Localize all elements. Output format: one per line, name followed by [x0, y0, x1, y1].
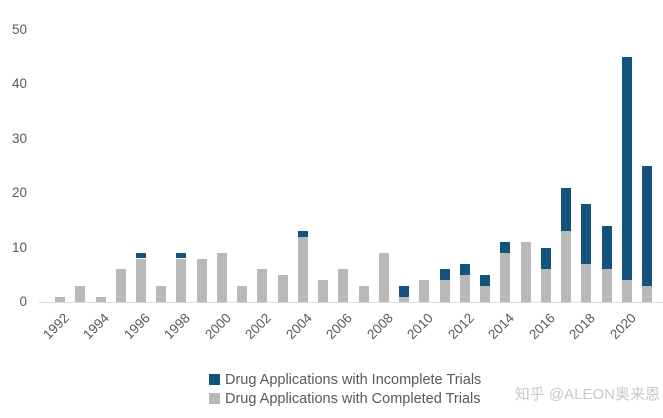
bar-segment-completed-2012 [459, 274, 470, 302]
bar-segment-completed-1996 [136, 258, 146, 302]
x-tick-label: 2018 [566, 310, 599, 343]
legend-label-incomplete: Drug Applications with Incomplete Trials [225, 371, 482, 388]
bar-segment-incomplete-2018 [581, 204, 592, 264]
bar-segment-completed-2018 [581, 263, 592, 302]
x-tick-label: 1998 [161, 310, 194, 343]
bar-segment-completed-2011 [439, 280, 450, 302]
bar-segment-completed-2001 [237, 285, 248, 302]
incomplete-trials-swatch-icon [209, 374, 220, 385]
bar-segment-incomplete-2019 [601, 225, 612, 270]
bar-segment-completed-2019 [601, 269, 612, 302]
x-axis-line [39, 302, 663, 303]
bar-segment-incomplete-2004 [297, 231, 308, 237]
bar-segment-completed-2021 [642, 285, 652, 302]
x-tick-label: 2002 [242, 310, 275, 343]
bar-segment-completed-2003 [277, 274, 288, 302]
bar-segment-incomplete-2021 [642, 166, 652, 286]
y-tick-label: 50 [11, 22, 27, 37]
bar-segment-incomplete-2009 [399, 285, 410, 297]
x-tick-label: 1992 [40, 310, 72, 343]
bar-segment-completed-2010 [419, 280, 430, 302]
bar-segment-incomplete-2017 [561, 187, 571, 232]
bar-segment-completed-2020 [621, 280, 632, 302]
x-tick-label: 2014 [485, 310, 518, 343]
bar-segment-completed-2005 [318, 280, 329, 302]
bar-segment-completed-2007 [358, 285, 369, 302]
x-tick-label: 2000 [201, 310, 234, 343]
x-tick-label: 1994 [80, 310, 113, 343]
bar-segment-incomplete-2014 [500, 242, 511, 254]
bar-segment-incomplete-1998 [176, 253, 187, 259]
bar-segment-incomplete-1996 [136, 253, 146, 259]
bar-segment-incomplete-2016 [540, 247, 551, 270]
bar-segment-completed-1999 [196, 258, 207, 302]
bar-segment-completed-1995 [115, 269, 126, 302]
bar-segment-completed-2004 [297, 236, 308, 302]
watermark: 知乎 @ALEON奥来恩 [514, 386, 660, 403]
legend: Drug Applications with Incomplete Trials… [209, 370, 481, 408]
bar-segment-completed-2015 [520, 242, 531, 302]
y-tick-label: 0 [19, 294, 27, 309]
legend-label-completed: Drug Applications with Completed Trials [225, 390, 481, 407]
bar-segment-completed-1994 [95, 296, 106, 302]
x-tick-label: 2004 [282, 310, 315, 343]
bar-segment-completed-2013 [480, 285, 490, 302]
bar-segment-completed-2017 [561, 231, 571, 302]
x-tick-label: 2008 [363, 310, 396, 343]
bar-segment-incomplete-2020 [621, 57, 632, 281]
x-tick-label: 2006 [323, 310, 356, 343]
bar-segment-completed-1997 [156, 285, 167, 302]
legend-item-completed: Drug Applications with Completed Trials [209, 389, 481, 408]
completed-trials-swatch-icon [209, 393, 220, 404]
bar-segment-completed-1993 [75, 285, 86, 302]
bar-segment-completed-2000 [216, 253, 227, 302]
y-tick-label: 10 [11, 239, 27, 255]
bar-segment-completed-1992 [55, 296, 65, 302]
y-tick-label: 40 [11, 76, 27, 92]
x-tick-label: 1996 [121, 310, 153, 343]
bar-segment-incomplete-2012 [459, 263, 470, 275]
bar-segment-incomplete-2011 [439, 269, 450, 281]
bar-segment-completed-2016 [540, 269, 551, 302]
bar-segment-completed-2008 [378, 253, 389, 302]
x-tick-label: 2012 [444, 310, 477, 343]
bar-segment-completed-1998 [176, 258, 187, 302]
bar-segment-incomplete-2013 [480, 274, 490, 286]
x-tick-label: 2020 [606, 310, 639, 343]
bar-segment-completed-2009 [399, 296, 410, 302]
x-tick-label: 2010 [404, 310, 437, 343]
bar-segment-completed-2002 [257, 269, 268, 302]
bar-segment-completed-2014 [500, 253, 511, 302]
y-tick-label: 30 [11, 130, 27, 146]
bar-segment-completed-2006 [338, 269, 349, 302]
y-tick-label: 20 [11, 185, 27, 201]
x-tick-label: 2016 [525, 310, 558, 343]
legend-item-incomplete: Drug Applications with Incomplete Trials [209, 370, 481, 389]
